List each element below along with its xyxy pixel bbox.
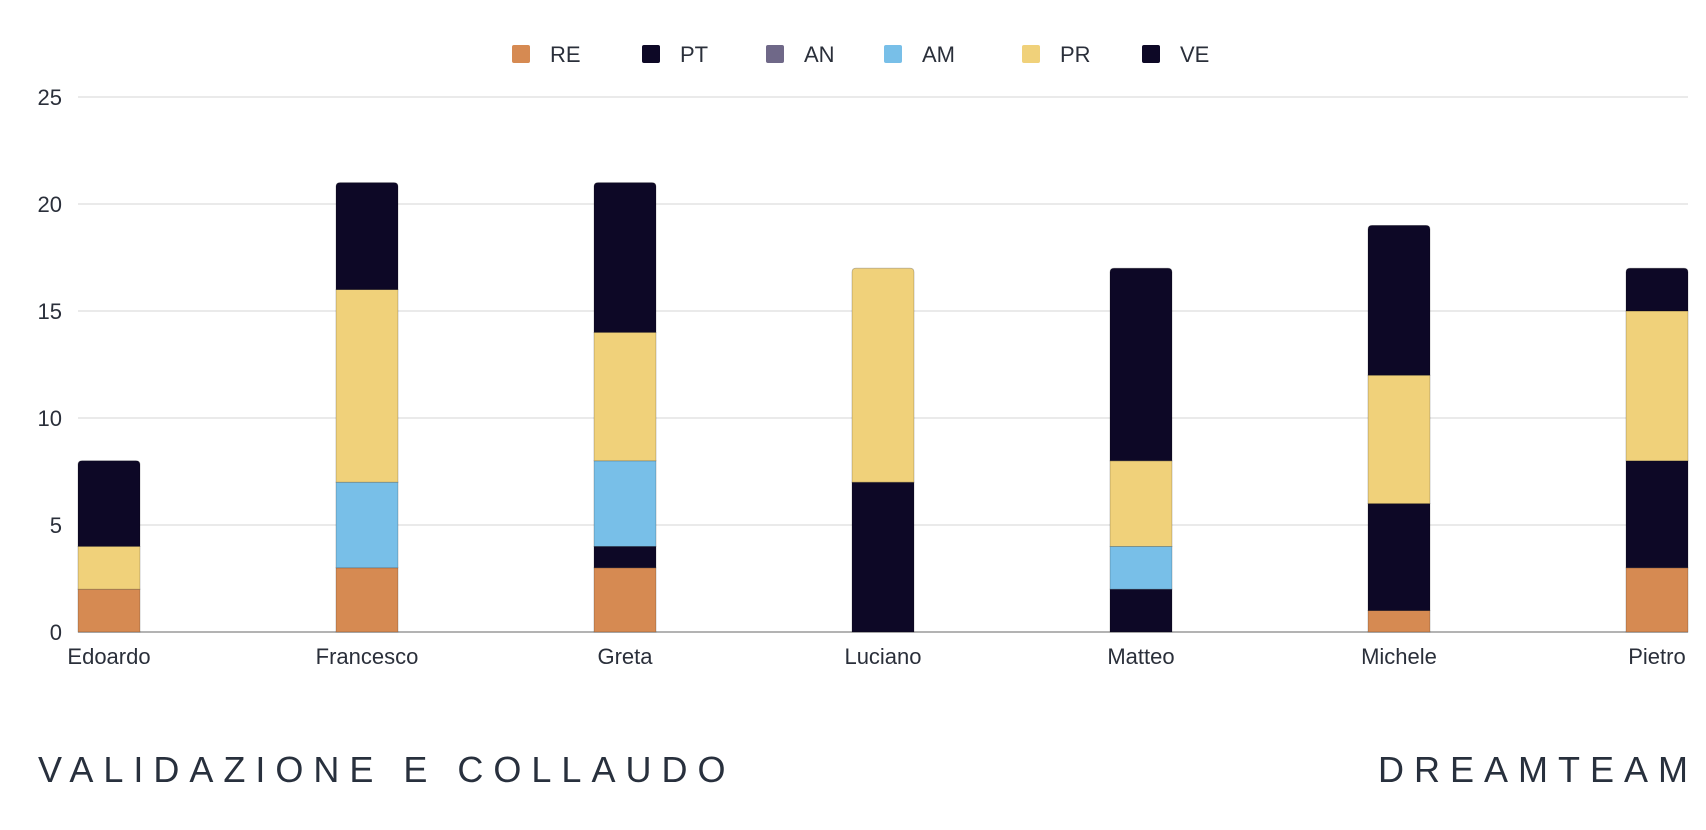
legend-swatch-re [512,45,530,63]
bar-segment-pr [335,289,399,483]
bar-segment-ve [335,182,399,290]
bar-segment-ve [1367,225,1431,376]
y-tick-label: 15 [38,299,62,324]
y-tick-label: 20 [38,192,62,217]
bar-segment-am [593,460,657,547]
legend-label-an: AN [804,42,835,67]
y-tick-label: 25 [38,85,62,110]
legend-swatch-ve [1142,45,1160,63]
bar-segment-pt [1109,588,1173,633]
bar-segment-am [335,481,399,569]
bars [77,182,1689,633]
bar-segment-pr [851,267,915,483]
bar-segment-re [77,588,141,633]
x-tick-label: Luciano [844,644,921,669]
y-tick-label: 10 [38,406,62,431]
bar-segment-ve [593,182,657,333]
legend-label-am: AM [922,42,955,67]
bar-segment-ve [1625,267,1689,312]
bar-segment-re [1367,610,1431,633]
y-tick-label: 0 [50,620,62,645]
team-name: DREAMTEAM [1377,749,1698,790]
x-tick-label: Matteo [1107,644,1174,669]
x-tick-label: Francesco [316,644,419,669]
legend-label-pt: PT [680,42,708,67]
bar-segment-re [335,567,399,633]
bar-segment-pr [1109,460,1173,547]
legend: RE PT AN AM PR VE [512,42,1209,67]
bar-segment-pt [851,481,915,633]
legend-swatch-an [766,45,784,63]
bar-segment-pr [593,331,657,462]
bar-segment-re [593,567,657,633]
legend-swatch-pr [1022,45,1040,63]
bar-segment-pt [1367,503,1431,612]
x-axis: Edoardo Francesco Greta Luciano Matteo Michel… [67,644,1685,669]
legend-label-re: RE [550,42,581,67]
y-tick-label: 5 [50,513,62,538]
bar-segment-ve [77,460,141,547]
bar-segment-ve [1109,267,1173,462]
legend-label-ve: VE [1180,42,1209,67]
x-tick-label: Michele [1361,644,1437,669]
bar-segment-pt [1625,460,1689,569]
bar-segment-pr [77,546,141,590]
bar-segment-re [1625,567,1689,633]
x-tick-label: Edoardo [67,644,150,669]
legend-label-pr: PR [1060,42,1091,67]
bar-segment-pt [593,546,657,569]
bar-segment-am [1109,546,1173,590]
bar-segment-pr [1367,374,1431,505]
y-axis: 0 5 10 15 20 25 [38,85,62,645]
x-tick-label: Greta [597,644,653,669]
bar-segment-pr [1625,310,1689,462]
legend-swatch-am [884,45,902,63]
presentation-title: VALIDAZIONE E COLLAUDO [38,749,736,790]
x-tick-label: Pietro [1628,644,1685,669]
legend-swatch-pt [642,45,660,63]
